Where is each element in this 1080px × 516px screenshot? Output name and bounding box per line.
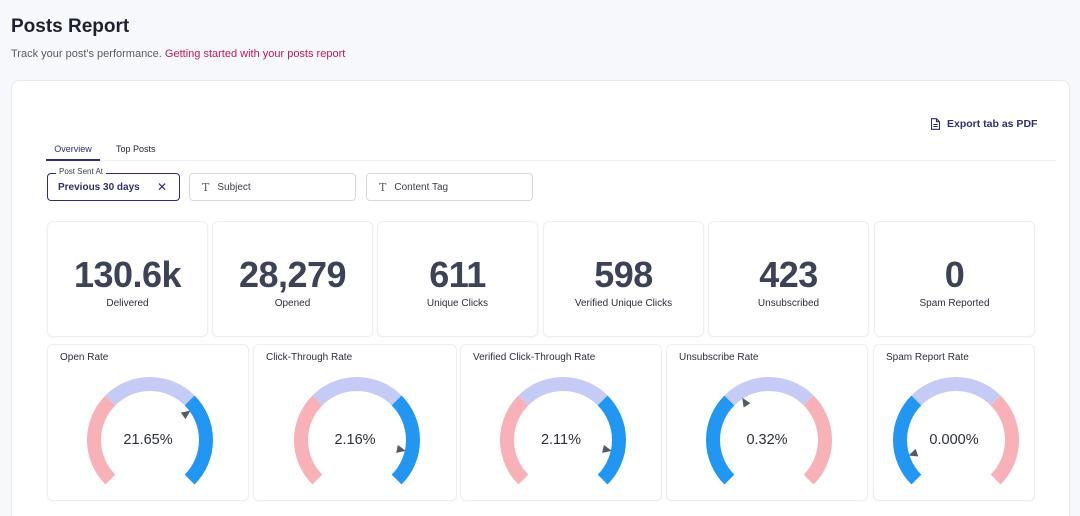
stat-label: Delivered (106, 298, 149, 309)
post-sent-at-value: Previous 30 days (58, 181, 140, 193)
export-pdf-button[interactable]: Export tab as PDF (930, 118, 1037, 130)
gauge-value: 2.16% (334, 432, 376, 448)
gauge-title: Open Rate (60, 352, 109, 363)
gauge-segment-mid (105, 377, 195, 406)
stat-card-unique-clicks: 611 Unique Clicks (377, 221, 538, 337)
gauge-segment-low (706, 395, 735, 485)
stat-value: 611 (429, 254, 486, 295)
subject-filter[interactable]: T Subject (189, 173, 356, 201)
gauge-value: 0.000% (929, 432, 979, 448)
gauge-needle (908, 448, 919, 457)
gauge-segment-low (893, 395, 922, 485)
page-subtitle: Track your post's performance. Getting s… (11, 48, 345, 60)
stat-label: Spam Reported (919, 298, 990, 309)
stat-value: 598 (594, 254, 653, 295)
subtitle-text: Track your post's performance. (11, 48, 162, 60)
gauge-card-verified-click-through-rate: Verified Click-Through Rate 2.11% (460, 344, 662, 501)
document-icon (930, 118, 941, 130)
gauge-title: Spam Report Rate (886, 352, 969, 363)
stat-label: Opened (274, 298, 311, 309)
getting-started-link[interactable]: Getting started with your posts report (164, 48, 346, 60)
gauge-needle (742, 397, 751, 408)
gauge-needle (602, 445, 612, 453)
gauge-card-spam-report-rate: Spam Report Rate 0.000% (873, 344, 1035, 501)
gauge-segment-low (87, 395, 116, 485)
gauge-chart (706, 377, 832, 485)
gauge-chart (893, 377, 1019, 485)
gauge-value: 21.65% (123, 432, 173, 448)
gauge-title: Unsubscribe Rate (679, 352, 759, 363)
gauge-segment-high (803, 395, 832, 485)
stat-card-verified-unique-clicks: 598 Verified Unique Clicks (543, 221, 704, 337)
stat-value: 130.6k (73, 254, 182, 295)
content-tag-placeholder: Content Tag (394, 181, 449, 193)
gauge-segment-low (500, 395, 529, 485)
gauge-chart (87, 377, 213, 485)
gauge-chart (294, 377, 420, 485)
tab-overview[interactable]: Overview (46, 144, 100, 161)
gauge-segment-mid (312, 377, 402, 406)
gauge-title: Click-Through Rate (266, 352, 353, 363)
gauge-segment-mid (724, 377, 814, 406)
gauge-segment-mid (518, 377, 608, 406)
stat-label: Verified Unique Clicks (574, 298, 673, 309)
text-type-icon: T (379, 180, 387, 194)
gauge-segment-high (990, 395, 1019, 485)
stat-label: Unique Clicks (426, 298, 489, 309)
stat-card-delivered: 130.6k Delivered (47, 221, 208, 337)
stat-value: 0 (944, 254, 965, 295)
gauge-segment-low (294, 395, 323, 485)
gauge-card-open-rate: Open Rate 21.65% (47, 344, 249, 501)
page-title: Posts Report (11, 16, 130, 37)
post-sent-at-filter[interactable]: Post Sent At Previous 30 days ✕ (47, 167, 180, 201)
gauge-value: 0.32% (746, 432, 788, 448)
post-sent-at-label: Post Sent At (56, 167, 107, 176)
gauge-value: 2.11% (540, 432, 582, 448)
clear-filter-icon[interactable]: ✕ (156, 180, 167, 194)
content-tag-filter[interactable]: T Content Tag (366, 173, 533, 201)
report-tabs: Overview Top Posts (46, 144, 1056, 161)
gauge-segment-high (184, 395, 213, 485)
stat-value: 423 (759, 254, 818, 295)
text-type-icon: T (202, 180, 210, 194)
stat-value: 28,279 (238, 254, 347, 295)
gauge-card-unsubscribe-rate: Unsubscribe Rate 0.32% (666, 344, 868, 501)
stat-card-unsubscribed: 423 Unsubscribed (708, 221, 869, 337)
export-label: Export tab as PDF (947, 118, 1038, 130)
stat-card-opened: 28,279 Opened (212, 221, 373, 337)
gauge-segment-high (597, 395, 626, 485)
tab-top-posts[interactable]: Top Posts (116, 144, 156, 154)
gauge-title: Verified Click-Through Rate (473, 352, 596, 363)
gauge-needle (396, 445, 406, 453)
stat-label: Unsubscribed (757, 298, 820, 309)
gauge-chart (500, 377, 626, 485)
gauge-segment-high (391, 395, 420, 485)
gauge-segment-mid (911, 377, 1001, 406)
gauge-needle (180, 410, 191, 420)
gauge-card-click-through-rate: Click-Through Rate 2.16% (253, 344, 457, 501)
subject-placeholder: Subject (217, 181, 251, 193)
stat-card-spam-reported: 0 Spam Reported (874, 221, 1035, 337)
